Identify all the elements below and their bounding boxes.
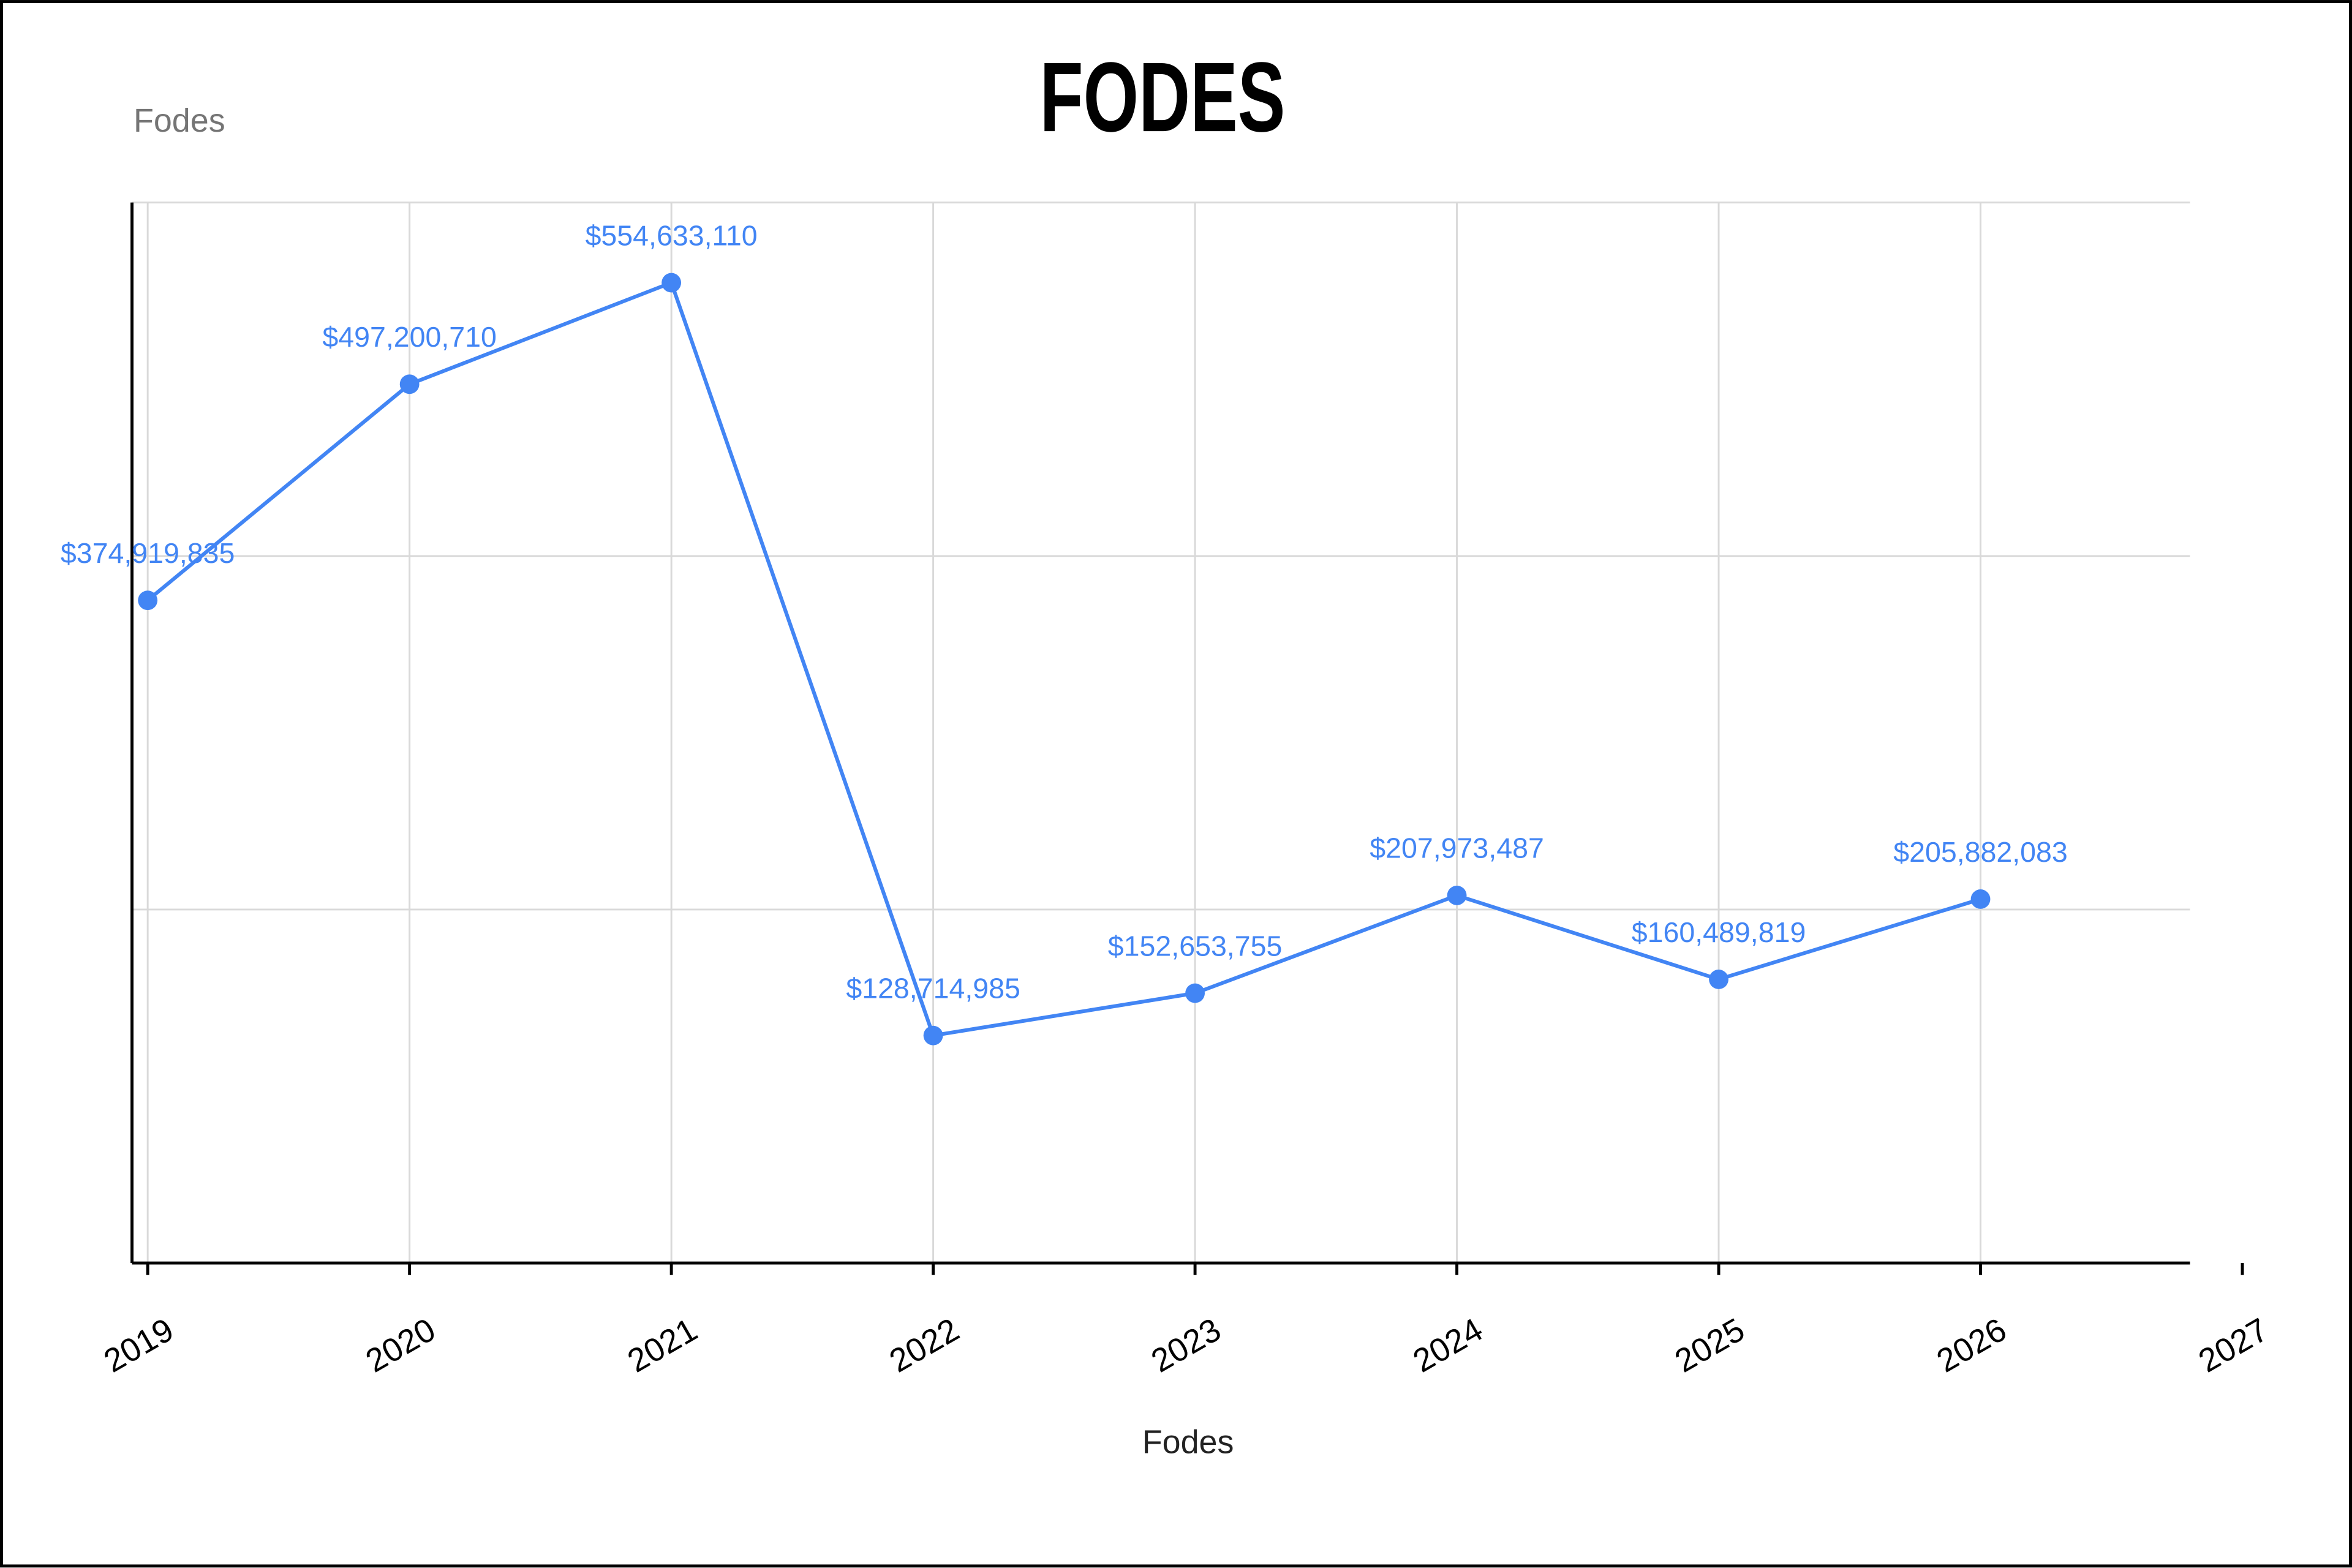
data-point [138,590,158,611]
data-point [923,1025,943,1046]
data-label: $160,489,819 [1632,916,1806,948]
data-label: $374,919,835 [61,537,235,569]
data-label: $205,882,083 [1893,836,2068,868]
data-point [662,273,682,293]
data-label: $554,633,110 [586,219,758,251]
data-point [1970,889,1991,909]
data-label: $128,714,985 [846,972,1020,1004]
data-label: $497,200,710 [322,321,497,353]
x-axis-title: Fodes [1142,1424,1234,1461]
y-axis-title: Fodes [134,102,225,139]
data-label: $207,973,487 [1370,832,1544,864]
data-point [1447,886,1467,905]
data-point [399,374,420,394]
data-point [1709,970,1728,989]
data-label: $152,653,755 [1108,930,1283,962]
data-point [1185,983,1205,1003]
data-line [146,280,1981,1038]
chart-title: FODES [1040,42,1286,152]
